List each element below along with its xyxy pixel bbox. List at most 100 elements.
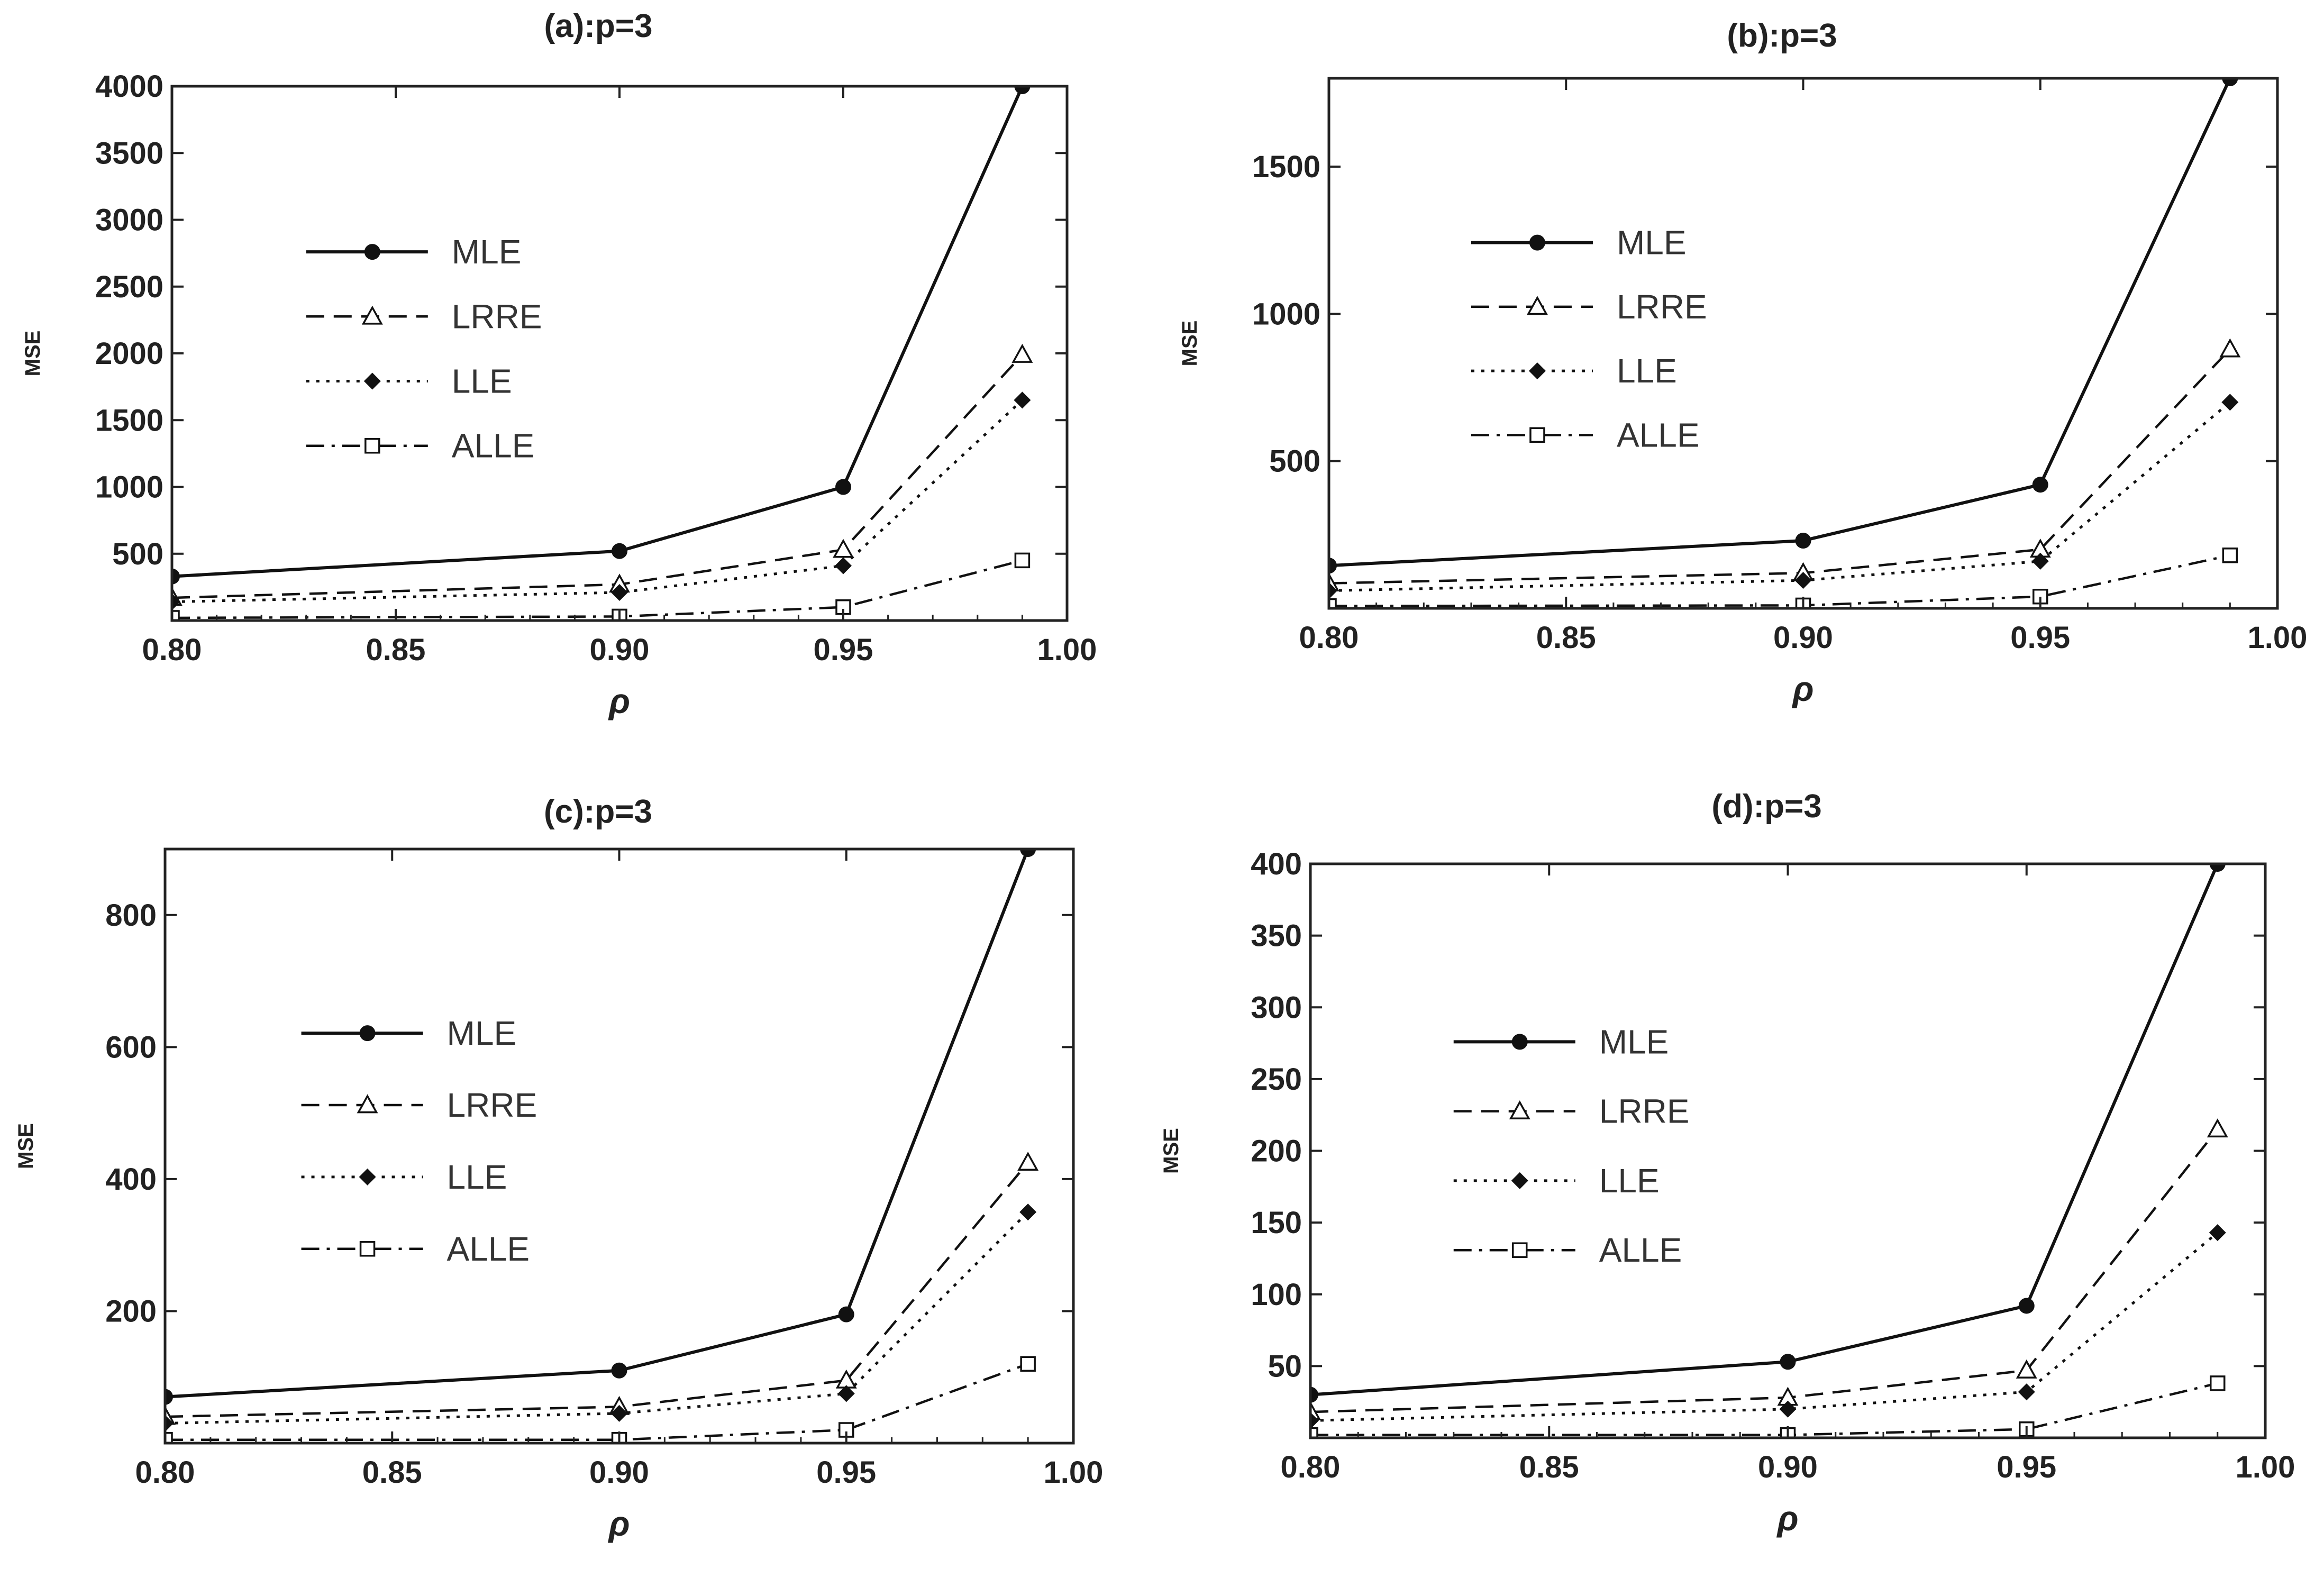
legend-marker	[359, 1168, 376, 1185]
data-point-lrre	[1017, 1152, 1039, 1171]
legend-item-mle: MLE	[1471, 224, 1687, 262]
data-point-lle	[2209, 1224, 2226, 1242]
data-point-mle	[165, 1389, 173, 1405]
series-lle	[1310, 1224, 2226, 1429]
legend-marker	[1529, 427, 1545, 443]
series-alle	[172, 552, 1031, 621]
legend-marker	[1526, 296, 1548, 315]
chart-title: (d):p=3	[1711, 788, 1821, 825]
legend-item-lrre: LRRE	[306, 297, 542, 335]
legend-label: ALLE	[1599, 1231, 1682, 1269]
y-tick-label: 1000	[1252, 297, 1320, 331]
series-line-mle	[172, 86, 1024, 578]
series-lrre	[172, 343, 1033, 606]
data-point-alle	[165, 1432, 173, 1443]
legend-marker	[363, 372, 381, 390]
chart-panel-b: (b):p=3 0.80 0.85 0.90 0.95 1.00 500 1000 1500 ρ M…	[1178, 17, 2307, 708]
data-point-lle	[1794, 572, 1812, 589]
x-tick-label: 0.95	[814, 633, 873, 667]
data-point-alle	[172, 610, 180, 621]
legend-item-lrre: LRRE	[1453, 1092, 1690, 1130]
chart-panel-c: (c):p=3 0.80 0.85 0.90 0.95 1.00 200 400 600 800 ρ…	[14, 793, 1103, 1543]
x-tick-label: 1.00	[2236, 1450, 2295, 1484]
legend-label: MLE	[447, 1014, 517, 1052]
data-point-mle	[2209, 864, 2226, 872]
data-point-alle	[1020, 1356, 1036, 1372]
x-tick-label: 0.95	[816, 1455, 876, 1490]
data-point-lle	[837, 1385, 855, 1402]
series-line-lrre	[165, 1162, 1029, 1418]
legend-marker	[1509, 1100, 1530, 1119]
y-tick-label: 50	[1268, 1349, 1302, 1383]
x-tick-label: 0.80	[1281, 1450, 1341, 1484]
legend: MLE LRRE LLE ALLE	[1453, 1023, 1690, 1269]
legend-item-lle: LLE	[306, 362, 512, 400]
legend: MLE LRRE LLE ALLE	[306, 233, 542, 465]
x-tick-label: 0.85	[1519, 1450, 1579, 1484]
legend-item-mle: MLE	[306, 233, 521, 271]
x-tick-label: 0.85	[1536, 621, 1596, 655]
data-point-lle	[1019, 1203, 1037, 1221]
data-point-lle	[835, 557, 852, 574]
series-lle	[172, 391, 1031, 610]
legend-marker	[1511, 1034, 1528, 1050]
data-point-lle	[2221, 394, 2239, 411]
y-tick-label: 2000	[95, 336, 163, 371]
y-tick-label: 300	[1251, 990, 1302, 1025]
legend-item-lle: LLE	[1453, 1162, 1660, 1200]
y-axis-label: MSE	[1160, 1128, 1183, 1174]
series-mle	[1329, 78, 2238, 574]
legend: MLE LRRE LLE ALLE	[1471, 224, 1707, 454]
plot-area	[165, 849, 1039, 1443]
data-point-mle	[2222, 78, 2238, 86]
legend-label: LRRE	[1599, 1092, 1690, 1130]
data-point-alle	[1329, 598, 1337, 608]
x-tick-label: 0.80	[1299, 621, 1359, 655]
chart-title: (a):p=3	[544, 8, 653, 44]
chart-title: (c):p=3	[544, 793, 652, 830]
y-tick-label: 350	[1251, 919, 1302, 953]
x-tick-label: 1.00	[2248, 621, 2308, 655]
legend-marker	[364, 244, 380, 260]
y-tick-label: 250	[1251, 1062, 1302, 1097]
series-line-alle	[1329, 554, 2230, 607]
series-lle	[1329, 394, 2239, 599]
legend-item-mle: MLE	[1453, 1023, 1669, 1061]
legend-marker	[1512, 1242, 1528, 1258]
series-lle	[165, 1203, 1037, 1432]
series-lrre	[1329, 338, 2241, 592]
y-tick-label: 1000	[95, 470, 163, 505]
x-tick-label: 1.00	[1044, 1455, 1104, 1490]
series-mle	[1310, 864, 2226, 1403]
legend-marker	[357, 1094, 378, 1114]
series-mle	[165, 849, 1036, 1405]
series-line-lrre	[1310, 1128, 2219, 1413]
series-line-alle	[165, 1363, 1028, 1442]
x-axis-label: ρ	[608, 1504, 630, 1543]
y-tick-label: 3500	[95, 136, 163, 170]
legend-label: ALLE	[452, 427, 535, 465]
data-point-mle	[1310, 1387, 1318, 1403]
series-lrre	[165, 1152, 1039, 1425]
legend-label: LLE	[1617, 352, 1677, 390]
data-point-mle	[835, 479, 851, 495]
data-point-mle	[2032, 477, 2048, 493]
legend-marker	[1528, 362, 1546, 380]
series-line-mle	[1329, 78, 2232, 568]
data-point-mle	[1014, 86, 1031, 94]
x-tick-label: 0.90	[1758, 1450, 1818, 1484]
x-tick-label: 0.95	[2010, 621, 2070, 655]
plot-frame	[1327, 77, 2279, 610]
data-point-mle	[611, 1362, 627, 1379]
y-tick-label: 3000	[95, 203, 163, 238]
series-mle	[172, 86, 1031, 585]
series-line-lrre	[1329, 348, 2231, 585]
data-point-lrre	[1011, 343, 1033, 363]
legend-label: LLE	[452, 362, 512, 400]
y-tick-label: 1500	[1252, 150, 1320, 184]
x-axis-label: ρ	[1776, 1499, 1799, 1538]
x-tick-label: 0.90	[590, 633, 650, 667]
data-point-mle	[838, 1306, 854, 1322]
x-tick-label: 0.90	[589, 1455, 649, 1490]
legend-item-alle: ALLE	[1453, 1231, 1682, 1269]
